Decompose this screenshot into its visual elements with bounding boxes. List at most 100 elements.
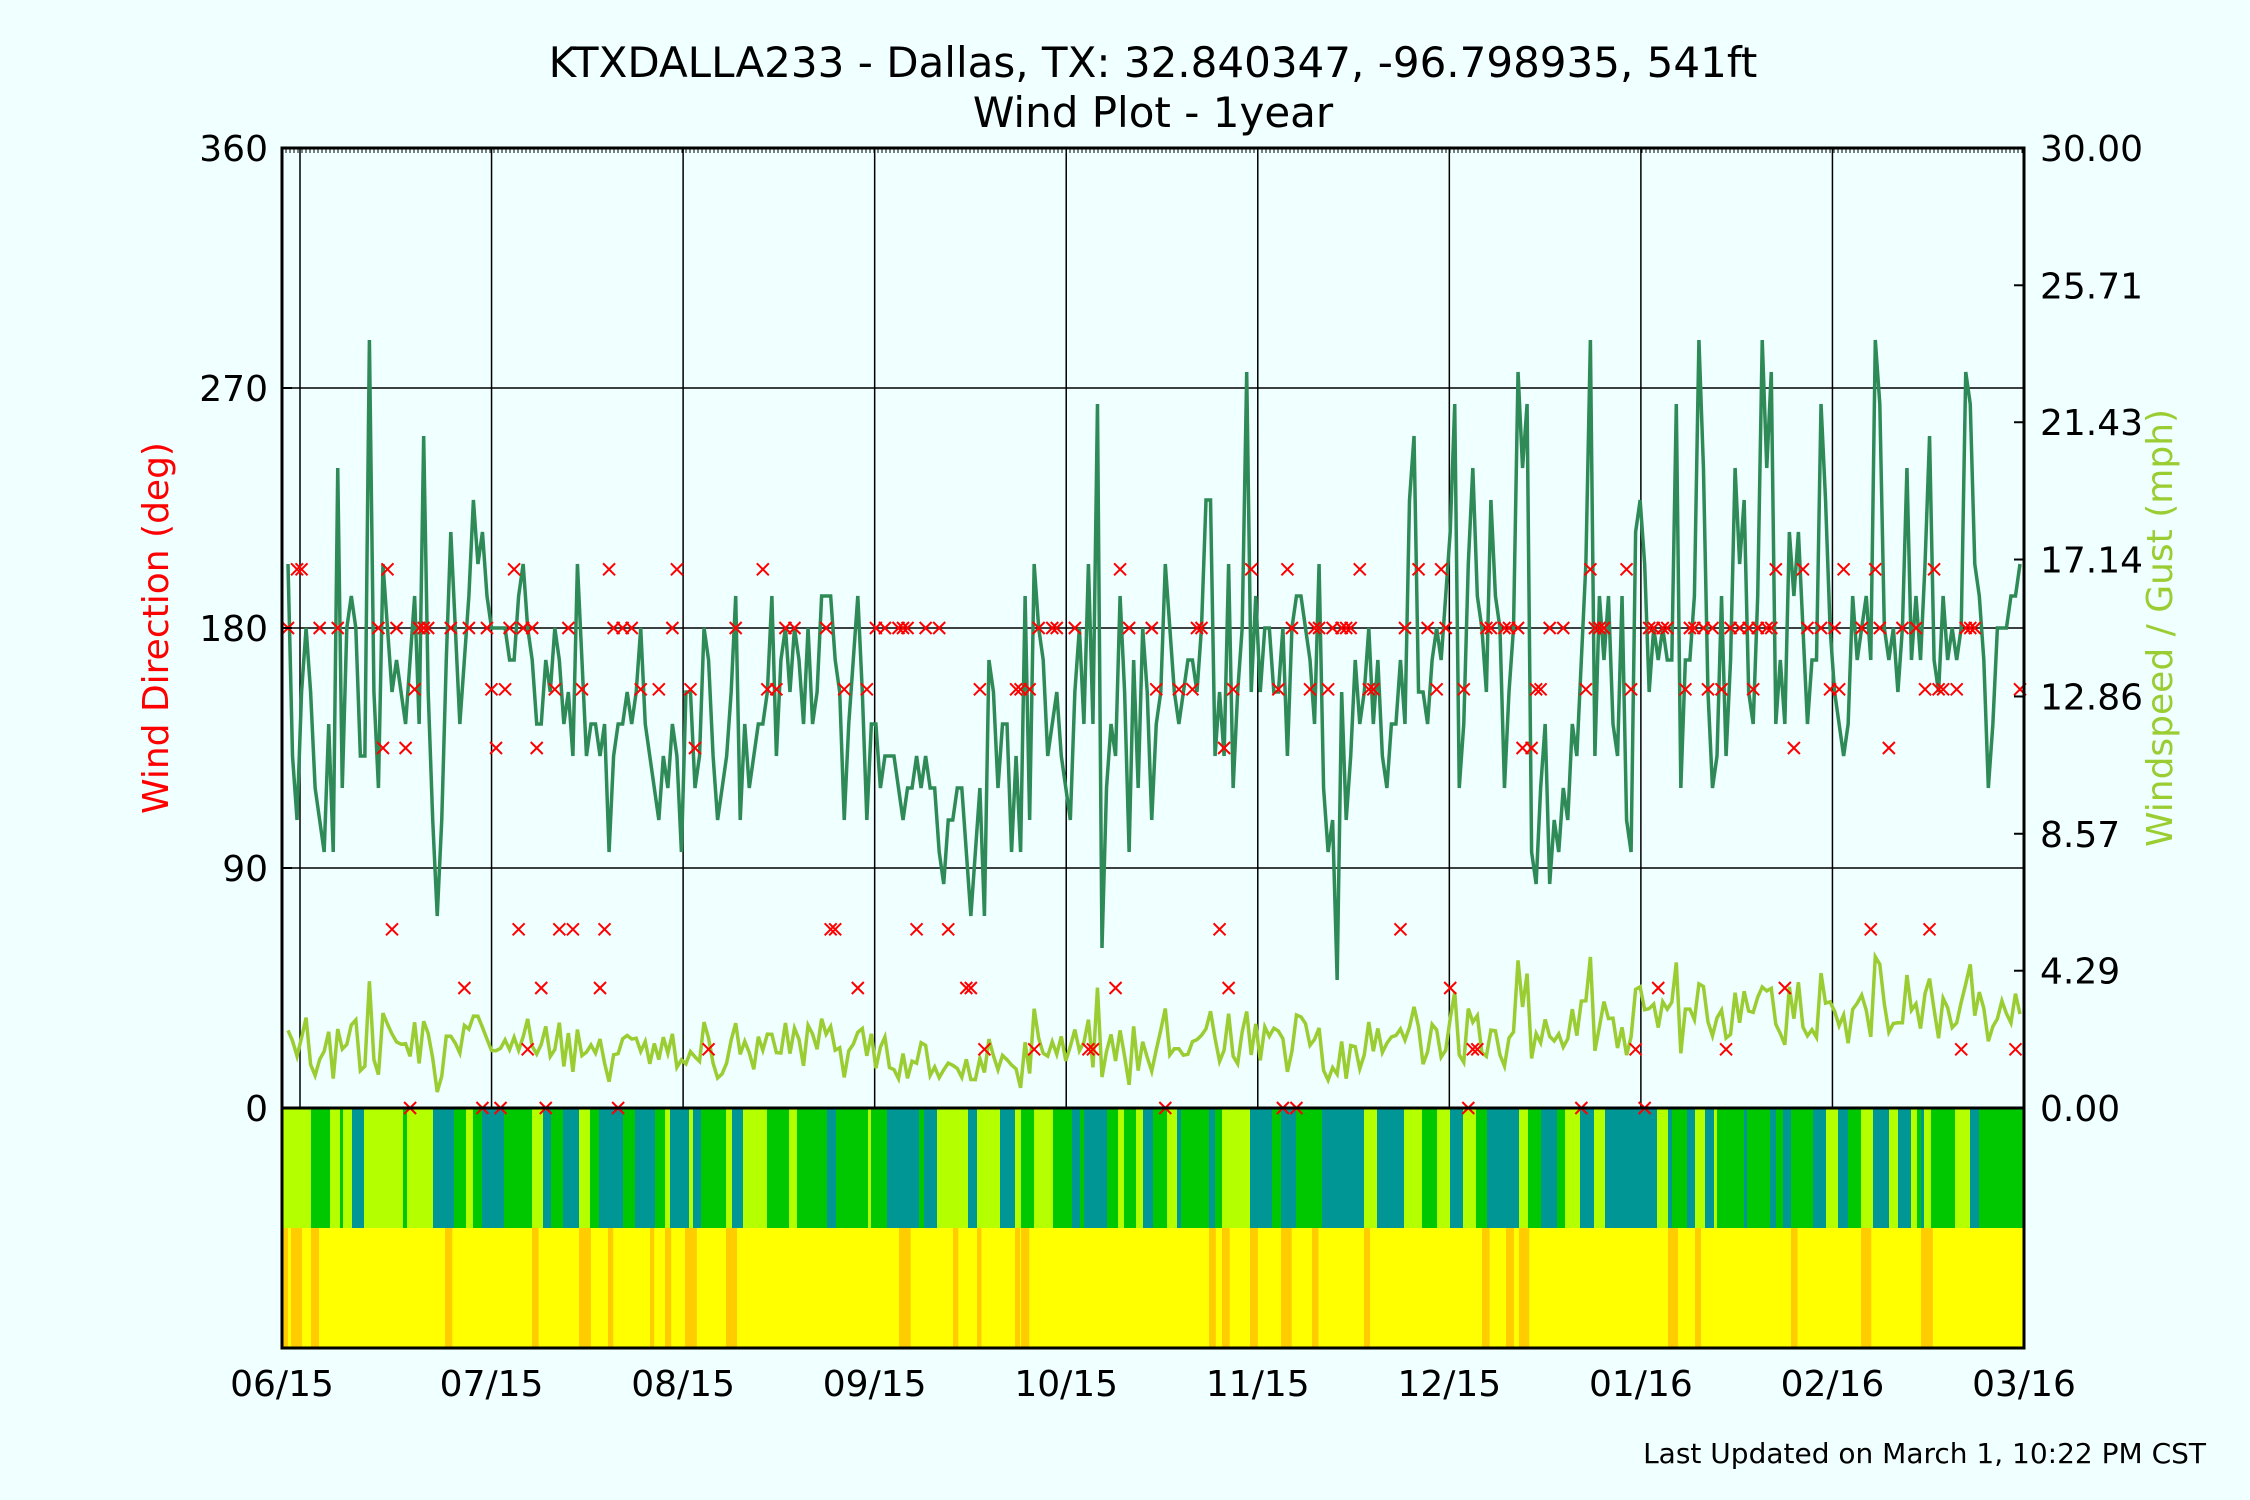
speed-band-segment [491, 1108, 504, 1228]
direction-marker [1009, 682, 1023, 697]
speed-band-segment [743, 1108, 752, 1228]
direction-marker [1524, 741, 1539, 755]
left-tick-label: 360 [199, 129, 268, 170]
speed-band-segment [1906, 1108, 1911, 1228]
speed-band-segment [422, 1108, 433, 1228]
speed-band-segment [1955, 1108, 1970, 1228]
gust-band-segment [1924, 1228, 1933, 1348]
speed-band-segment [1714, 1108, 1717, 1228]
direction-marker [1429, 682, 1444, 697]
direction-marker [520, 1042, 535, 1057]
gust-band-segment [953, 1228, 959, 1348]
speed-band-segment [1238, 1108, 1244, 1228]
direction-marker [1393, 922, 1408, 937]
direction-marker [1778, 981, 1792, 995]
direction-marker [1149, 682, 1163, 697]
direction-marker [1145, 621, 1159, 635]
plot-frame [280, 146, 2026, 1350]
direction-marker [932, 621, 946, 635]
gust-band-segment [1672, 1228, 1677, 1348]
speed-band-segment [689, 1108, 693, 1228]
direction-marker [1022, 682, 1037, 697]
direction-marker [575, 682, 589, 697]
speed-band-segment [291, 1108, 300, 1228]
direction-marker [918, 621, 933, 635]
direction-marker [1931, 682, 1946, 697]
speed-band-segment [1364, 1108, 1368, 1228]
direction-marker [1719, 1042, 1733, 1057]
direction-marker [688, 741, 702, 755]
direction-marker [1113, 562, 1127, 577]
right-axis-label: Windspeed / Gust (mph) [2140, 409, 2181, 847]
speed-band-segment [466, 1108, 473, 1228]
direction-marker [819, 621, 833, 635]
gust-band-segment [1209, 1228, 1216, 1348]
direction-marker [1027, 1042, 1041, 1057]
speed-band-segment [433, 1108, 445, 1228]
chart-title: KTXDALLA233 - Dallas, TX: 32.840347, -96… [549, 38, 1758, 87]
speed-band-segment [330, 1108, 340, 1228]
direction-marker [1678, 682, 1693, 697]
direction-marker [624, 621, 639, 635]
speed-band-segment [685, 1108, 689, 1228]
gust-band-segment [1791, 1228, 1798, 1348]
direction-marker [371, 621, 386, 635]
speed-band-segment [1404, 1108, 1408, 1228]
direction-marker [959, 981, 974, 995]
direction-marker [548, 682, 562, 697]
speed-band-segment [1177, 1108, 1181, 1228]
direction-marker [1479, 621, 1494, 635]
direction-marker [498, 682, 512, 697]
speed-band-segment [1281, 1108, 1296, 1228]
direction-marker [1280, 562, 1295, 577]
speed-band-segment [1873, 1108, 1889, 1228]
speed-band-segment [380, 1108, 390, 1228]
gust-band-segment [291, 1228, 303, 1348]
speed-band-segment [1118, 1108, 1124, 1228]
direction-marker [1968, 621, 1982, 635]
direction-marker [964, 981, 978, 995]
speed-band-segment [1898, 1108, 1906, 1228]
direction-marker [1122, 621, 1136, 635]
direction-marker [1855, 621, 1869, 635]
speed-band-segment [1322, 1108, 1333, 1228]
speed-band-segment [693, 1108, 701, 1228]
direction-marker [1918, 682, 1932, 697]
gust-band-segment [311, 1228, 319, 1348]
direction-marker [1108, 981, 1123, 995]
direction-marker [534, 981, 548, 995]
speed-band-segment [665, 1108, 670, 1228]
direction-marker [1597, 621, 1611, 635]
direction-marker [1271, 682, 1286, 697]
direction-marker [1660, 621, 1674, 635]
gust-band-segment [579, 1228, 591, 1348]
x-tick-label: 09/15 [823, 1364, 927, 1405]
direction-marker [1814, 621, 1828, 635]
direction-marker [1909, 621, 1923, 635]
x-tick-label: 01/16 [1589, 1364, 1693, 1405]
speed-band-segment [364, 1108, 380, 1228]
left-tick-label: 90 [222, 849, 268, 890]
direction-markers [281, 562, 2027, 1115]
direction-marker [1172, 682, 1186, 697]
speed-band-segment [343, 1108, 347, 1228]
right-tick-label: 17.14 [2040, 541, 2143, 582]
speed-band-segment [987, 1108, 1000, 1228]
right-tick-label: 21.43 [2040, 403, 2143, 444]
speed-band-segment [1393, 1108, 1397, 1228]
speed-band-segment [1705, 1108, 1714, 1228]
gust-band-segment [282, 1228, 288, 1348]
direction-marker [416, 621, 431, 635]
direction-marker [1344, 621, 1358, 635]
speed-band-segment [1143, 1108, 1153, 1228]
speed-band-segment [635, 1108, 650, 1228]
direction-marker [1922, 922, 1937, 937]
speed-band-segment [736, 1108, 743, 1228]
speed-band-segment [1783, 1108, 1791, 1228]
speed-band-segment [599, 1108, 608, 1228]
gust-band-segment [1364, 1228, 1371, 1348]
direction-marker [1873, 621, 1887, 635]
speed-band-segment [1657, 1108, 1668, 1228]
direction-marker [1760, 621, 1774, 635]
speed-band-segment [948, 1108, 953, 1228]
